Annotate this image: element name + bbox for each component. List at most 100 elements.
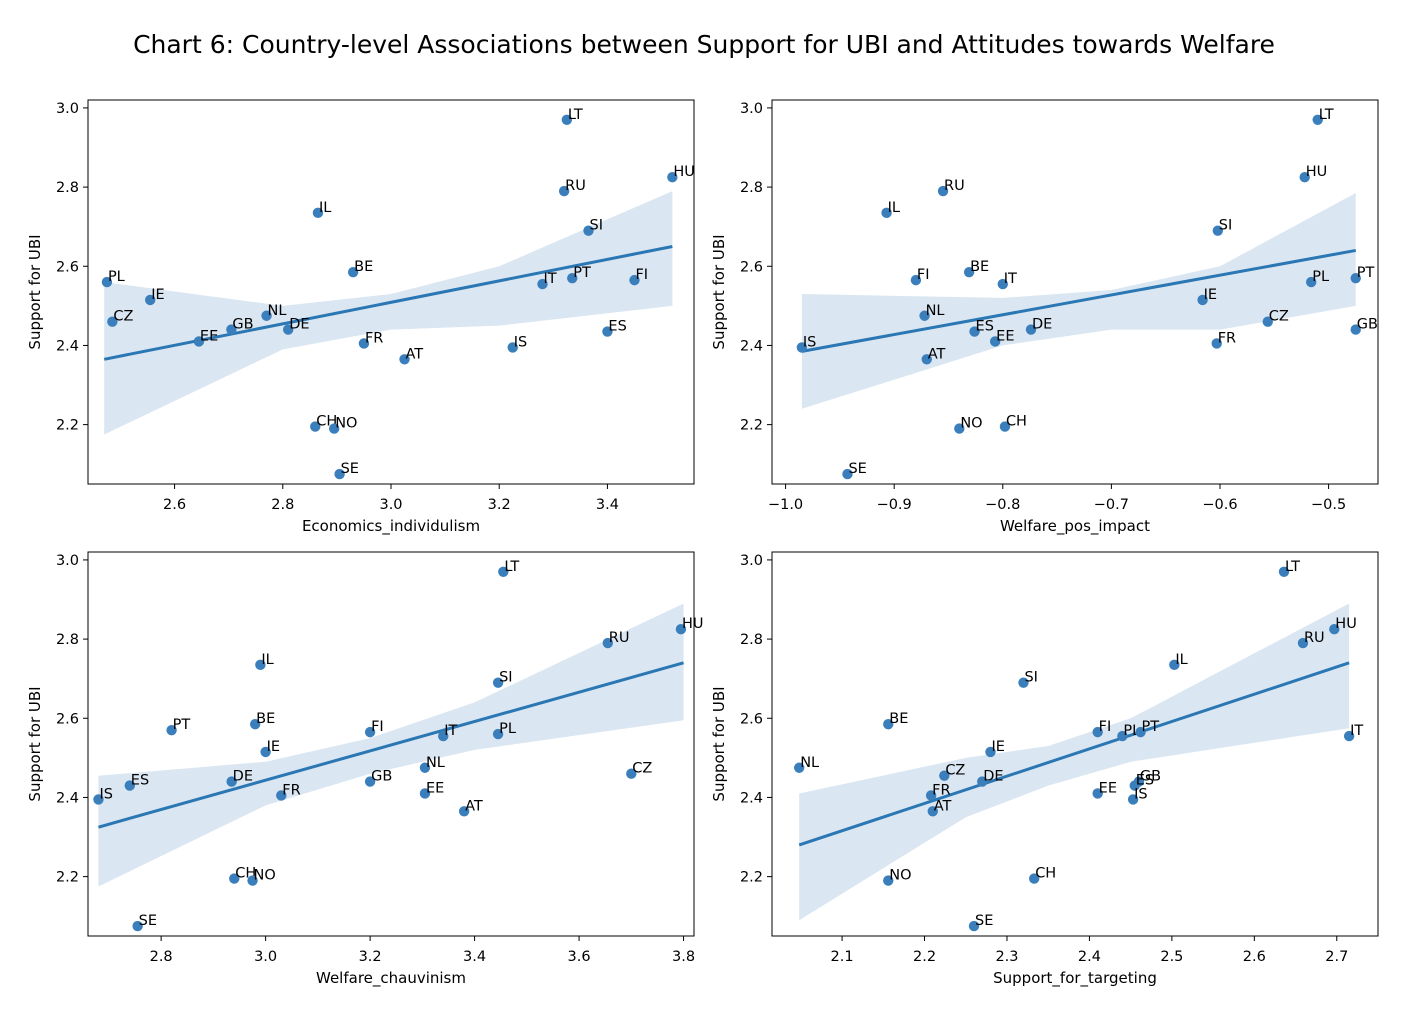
point-label-IL: IL: [1175, 652, 1187, 668]
point-label-GB: GB: [371, 769, 392, 785]
y-tick-label: 2.6: [740, 711, 763, 727]
x-tick-label: 2.3: [995, 949, 1018, 965]
data-point-DE: [282, 324, 294, 335]
data-point-NO: [328, 423, 340, 434]
point-label-ES: ES: [1136, 773, 1154, 789]
y-tick-label: 3.0: [740, 101, 763, 117]
point-label-LT: LT: [1319, 107, 1334, 123]
point-label-IL: IL: [319, 200, 331, 216]
figure-title: Chart 6: Country-level Associations betw…: [133, 30, 1275, 59]
confidence-band: [799, 603, 1350, 921]
data-point-CZ: [939, 770, 950, 781]
regression-line: [98, 661, 684, 829]
data-point-DE: [1025, 324, 1037, 335]
point-label-IL: IL: [261, 652, 273, 668]
subplot-1: LT HU RU IL SI PL BE IE IT PT FI CZ NL GB DE EE FR ES IS AT…: [26, 99, 695, 536]
y-tick-label: 2.2: [740, 870, 763, 886]
y-tick-label: 2.8: [56, 632, 79, 648]
x-tick-label: −0.6: [1202, 497, 1237, 513]
point-label-FR: FR: [1218, 330, 1236, 346]
x-axis-label: Support_for_targeting: [993, 969, 1157, 988]
data-point-NO: [883, 875, 894, 886]
data-point-EE: [193, 336, 205, 347]
data-point-LT: [1278, 566, 1290, 577]
point-label-IT: IT: [444, 723, 457, 739]
point-label-HU: HU: [673, 164, 695, 180]
x-tick-label: 2.5: [1160, 949, 1183, 965]
data-point-RU: [558, 185, 570, 197]
point-label-FR: FR: [365, 330, 383, 346]
x-tick-label: 3.0: [379, 497, 402, 513]
point-label-GB: GB: [1357, 317, 1378, 333]
point-label-PL: PL: [499, 721, 516, 737]
x-tick-label: 3.0: [254, 949, 277, 965]
point-label-SE: SE: [975, 913, 993, 929]
data-point-DE: [226, 776, 237, 787]
x-tick-label: −0.8: [985, 497, 1020, 513]
data-point-PL: [101, 276, 113, 288]
y-tick-label: 2.4: [56, 790, 79, 806]
point-label-CZ: CZ: [1269, 309, 1289, 325]
data-point-BE: [883, 719, 894, 730]
point-label-FI: FI: [1099, 719, 1112, 735]
point-label-IE: IE: [267, 739, 280, 755]
data-point-IL: [312, 207, 324, 219]
x-tick-label: 2.7: [1325, 949, 1348, 965]
data-point-PT: [567, 272, 578, 284]
x-tick-label: 3.2: [359, 949, 382, 965]
point-label-DE: DE: [289, 317, 309, 333]
x-tick-label: 2.6: [1243, 949, 1266, 965]
data-point-FI: [910, 274, 922, 286]
data-point-FR: [1211, 338, 1222, 349]
data-point-GB: [1350, 324, 1361, 335]
data-point-AT: [458, 806, 470, 817]
y-axis-label: Support for UBI: [26, 234, 44, 349]
point-label-IS: IS: [99, 786, 112, 802]
x-tick-label: −1.0: [768, 497, 803, 513]
point-label-NO: NO: [889, 868, 911, 884]
x-tick-label: 2.2: [913, 949, 936, 965]
plot-frame: [87, 551, 695, 937]
data-point-PL: [492, 728, 504, 740]
point-label-PL: PL: [1123, 723, 1140, 739]
point-label-NL: NL: [800, 755, 819, 771]
data-point-EE: [1092, 788, 1103, 799]
y-tick-label: 3.0: [56, 101, 79, 117]
subplot-2: LT HU RU IL SI FI BE IT PT PL IE NL CZ GB ES DE EE FR IS AT…: [710, 99, 1379, 536]
point-label-DE: DE: [233, 769, 253, 785]
x-axis-label: Welfare_chauvinism: [316, 969, 466, 988]
y-tick-label: 2.2: [56, 418, 79, 434]
point-label-IE: IE: [151, 287, 164, 303]
data-point-SI: [492, 677, 504, 688]
y-tick-label: 2.4: [56, 338, 79, 354]
x-axis-label: Economics_individulism: [302, 517, 480, 536]
y-tick-label: 2.6: [740, 259, 763, 275]
data-point-IE: [985, 746, 996, 758]
y-tick-label: 3.0: [56, 553, 79, 569]
point-label-CH: CH: [1006, 414, 1027, 430]
data-point-IL: [1169, 659, 1180, 671]
point-label-RU: RU: [609, 630, 630, 646]
point-label-SE: SE: [341, 461, 359, 477]
point-label-LT: LT: [1285, 559, 1300, 575]
point-label-NL: NL: [268, 303, 287, 319]
point-label-PT: PT: [173, 717, 191, 733]
point-label-GB: GB: [232, 317, 253, 333]
point-label-SI: SI: [589, 218, 602, 234]
point-label-EE: EE: [1099, 780, 1117, 796]
y-tick-label: 2.6: [56, 711, 79, 727]
plot-frame: [771, 551, 1379, 937]
point-label-ES: ES: [131, 773, 149, 789]
x-tick-label: 3.4: [596, 497, 619, 513]
data-point-IS: [1127, 794, 1139, 805]
point-label-SE: SE: [848, 461, 866, 477]
data-point-BE: [347, 267, 359, 278]
data-point-ES: [1129, 780, 1140, 791]
point-label-IE: IE: [991, 739, 1004, 755]
data-point-NL: [794, 762, 805, 773]
y-tick-label: 2.6: [56, 259, 79, 275]
point-label-IT: IT: [544, 271, 557, 287]
data-point-IE: [145, 294, 156, 306]
data-point-IL: [255, 659, 266, 671]
